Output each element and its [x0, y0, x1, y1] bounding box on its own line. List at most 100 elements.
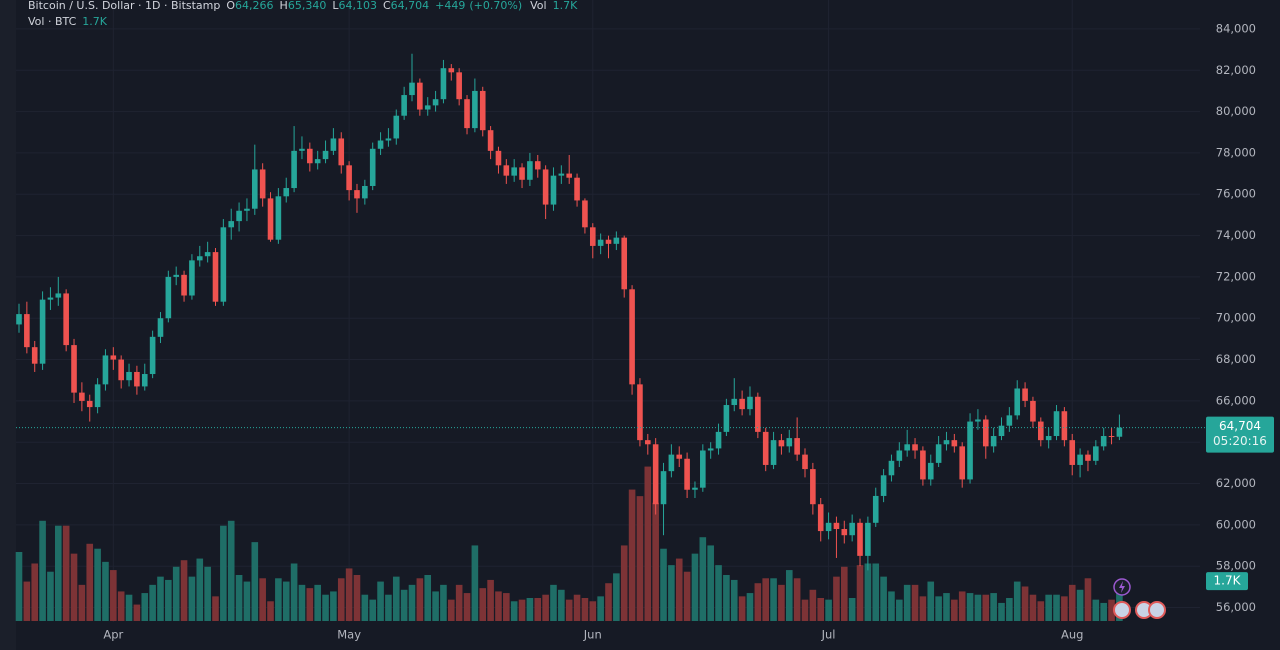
y-tick-label: 58,000	[1216, 559, 1256, 573]
volume-bar	[903, 584, 911, 621]
volume-badge	[1206, 572, 1248, 591]
y-tick-label: 80,000	[1216, 104, 1256, 118]
volume-bar	[597, 596, 604, 621]
volume-bar	[448, 599, 455, 621]
volume-bar	[644, 466, 652, 621]
candle-body	[71, 345, 77, 393]
volume-bar	[825, 599, 832, 621]
volume-bar	[754, 583, 762, 621]
volume-bar	[699, 537, 707, 621]
candle-body	[566, 173, 572, 178]
volume-bar	[125, 594, 133, 621]
candle-body	[86, 400, 93, 408]
volume-bar	[888, 591, 895, 621]
volume-bar	[1068, 584, 1076, 621]
volume-bar	[78, 584, 86, 621]
candle-body	[731, 398, 738, 406]
candle-body	[417, 82, 423, 110]
event-icon[interactable]	[1113, 601, 1131, 619]
candle-body	[299, 148, 305, 151]
candle-body	[849, 522, 855, 536]
candle-body	[707, 448, 714, 451]
volume-bar	[510, 601, 518, 621]
volume-bar	[958, 591, 966, 621]
volume-bar	[259, 578, 266, 621]
candle-body	[817, 504, 824, 532]
y-tick-label: 72,000	[1216, 269, 1256, 283]
y-tick-label: 84,000	[1216, 21, 1256, 35]
candle-body	[857, 522, 863, 556]
volume-bar	[974, 594, 982, 621]
volume-bar	[652, 502, 659, 621]
candle-body	[236, 210, 242, 222]
legend-text: 64,704	[391, 0, 430, 12]
candle-body	[487, 130, 494, 151]
candle-body	[676, 454, 683, 459]
last-price-label: 64,704	[1219, 419, 1261, 433]
volume-bar	[966, 593, 974, 621]
volume-bar	[581, 598, 589, 621]
candle-body	[94, 384, 101, 408]
volume-bar	[919, 596, 927, 621]
volume-bar	[817, 598, 825, 621]
candle-body	[645, 440, 651, 445]
volume-bar	[133, 604, 141, 621]
volume-bar	[935, 596, 942, 621]
candle-body	[432, 99, 439, 106]
candle-body	[307, 148, 313, 164]
volume-bar	[990, 593, 997, 621]
volume-bar	[911, 584, 919, 621]
candle-body	[228, 221, 235, 228]
candle-body	[519, 167, 525, 180]
candle-body	[401, 95, 407, 116]
candle-body	[338, 138, 345, 166]
candle-body	[1108, 436, 1115, 438]
candle-body	[1085, 454, 1091, 461]
volume-bar	[856, 565, 864, 621]
candle-body	[141, 374, 148, 387]
volume-bar	[196, 558, 204, 621]
volume-bar	[416, 578, 424, 621]
candle-body	[833, 522, 840, 530]
volume-bar	[47, 571, 54, 621]
candle-body	[692, 487, 698, 490]
candle-body	[990, 436, 997, 447]
volume-bar	[361, 594, 369, 621]
candle-body	[959, 446, 965, 480]
event-icon[interactable]	[1148, 601, 1166, 619]
candle-body	[747, 396, 753, 410]
volume-bar	[550, 584, 557, 621]
candle-body	[550, 175, 557, 205]
volume-bar	[235, 575, 243, 621]
volume-bar	[896, 599, 903, 621]
candle-body	[762, 431, 769, 465]
candle-body	[244, 208, 250, 211]
candle-body	[252, 169, 258, 209]
candle-body	[652, 444, 659, 505]
candle-body	[527, 161, 533, 180]
volume-bar	[534, 598, 542, 621]
candle-body	[346, 165, 352, 191]
candle-body	[385, 138, 392, 141]
candle-body	[110, 355, 117, 360]
volume-bar	[1029, 594, 1037, 621]
volume-bar	[691, 553, 699, 621]
candle-body	[55, 293, 62, 298]
candle-body	[825, 522, 832, 532]
candle-body	[149, 336, 156, 375]
volume-pane	[15, 466, 1123, 621]
volume-bar	[605, 583, 612, 621]
volume-bar	[707, 545, 714, 621]
volume-bar	[471, 545, 479, 621]
lightning-icon	[1119, 581, 1125, 593]
volume-bar	[542, 594, 549, 621]
volume-bar	[322, 594, 329, 621]
candle-body	[31, 347, 38, 364]
candle-body	[605, 239, 612, 244]
candle-body	[613, 237, 620, 244]
volume-bar	[801, 599, 809, 621]
y-tick-label: 68,000	[1216, 352, 1256, 366]
volume-bar	[220, 525, 227, 621]
